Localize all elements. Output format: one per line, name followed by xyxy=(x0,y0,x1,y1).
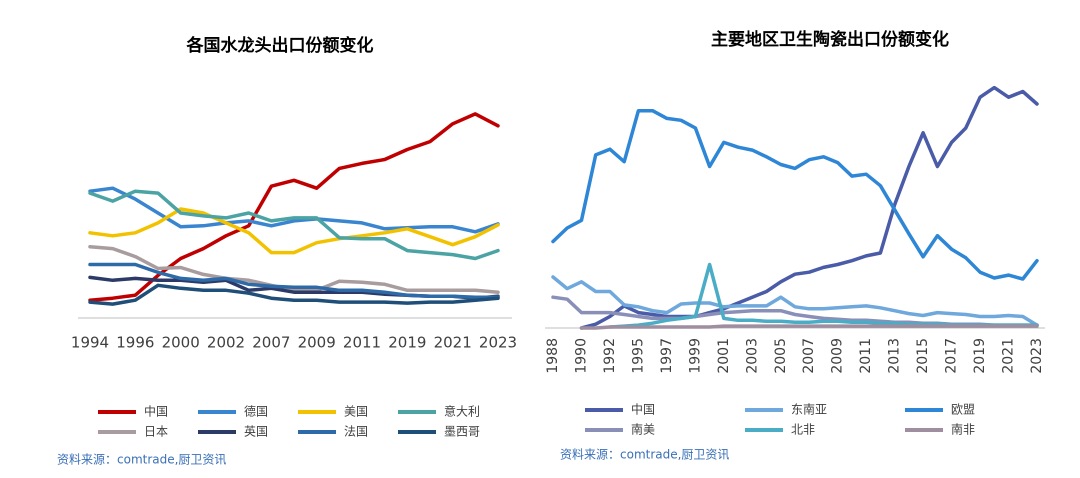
x-tick-label: 2009 xyxy=(830,338,846,374)
x-tick-label: 1997 xyxy=(659,338,675,374)
series-line xyxy=(88,244,500,294)
series-line xyxy=(88,262,500,299)
series-line xyxy=(88,186,500,234)
x-tick-label: 2003 xyxy=(744,338,760,374)
x-tick-label: 1988 xyxy=(545,338,561,374)
x-tick-label: 2013 xyxy=(887,338,903,374)
legend-label: 日本 xyxy=(144,425,168,439)
series-line xyxy=(88,112,500,302)
source-note: 资料来源：comtrade,厨卫资讯 xyxy=(560,448,729,462)
legend-label: 南美 xyxy=(631,422,655,437)
x-tick-label: 2001 xyxy=(716,338,732,374)
legend-label: 南非 xyxy=(951,422,975,437)
series-line xyxy=(579,85,1039,330)
x-tick-label: 2019 xyxy=(388,334,426,352)
legend-label: 东南亚 xyxy=(791,402,827,417)
x-tick-label: 2021 xyxy=(1001,338,1017,374)
x-tick-label: 2002 xyxy=(207,334,245,352)
legend-label: 英国 xyxy=(244,425,268,439)
x-tick-label: 2023 xyxy=(479,334,517,352)
series-line xyxy=(88,189,500,261)
x-tick-label: 1996 xyxy=(116,334,154,352)
x-tick-label: 1990 xyxy=(573,338,589,374)
legend-label: 墨西哥 xyxy=(444,425,480,439)
series-line xyxy=(551,108,1039,281)
x-tick-label: 2007 xyxy=(252,334,290,352)
legend-label: 美国 xyxy=(344,405,368,419)
x-tick-label: 2005 xyxy=(773,338,789,374)
x-tick-label: 2017 xyxy=(944,338,960,374)
series-line xyxy=(579,324,1039,330)
x-tick-label: 2007 xyxy=(801,338,817,374)
chart-title: 各国水龙头出口份额变化 xyxy=(186,35,374,56)
legend-label: 德国 xyxy=(244,404,268,419)
legend-label: 中国 xyxy=(144,404,168,419)
x-tick-label: 2009 xyxy=(298,334,336,352)
x-tick-label: 2019 xyxy=(972,338,988,374)
x-tick-label: 1992 xyxy=(602,338,618,374)
source-note: 资料来源：comtrade,厨卫资讯 xyxy=(57,453,226,467)
x-tick-label: 2011 xyxy=(343,334,381,352)
x-tick-label: 2015 xyxy=(915,338,931,374)
legend-label: 中国 xyxy=(631,402,655,417)
legend-label: 北非 xyxy=(791,423,815,437)
chart-title: 主要地区卫生陶瓷出口份额变化 xyxy=(711,29,949,50)
x-tick-label: 2021 xyxy=(434,334,472,352)
x-tick-label: 2000 xyxy=(162,334,200,352)
series-line xyxy=(88,283,500,306)
series-line xyxy=(551,275,1039,327)
series-line xyxy=(88,207,500,255)
legend-label: 法国 xyxy=(344,425,368,439)
legend-label: 意大利 xyxy=(444,404,480,419)
x-tick-label: 2011 xyxy=(858,338,874,374)
x-tick-label: 1994 xyxy=(71,334,109,352)
x-tick-label: 1999 xyxy=(687,338,703,374)
x-tick-label: 2023 xyxy=(1029,338,1045,374)
legend-label: 欧盟 xyxy=(951,403,975,417)
x-tick-label: 1995 xyxy=(630,338,646,374)
